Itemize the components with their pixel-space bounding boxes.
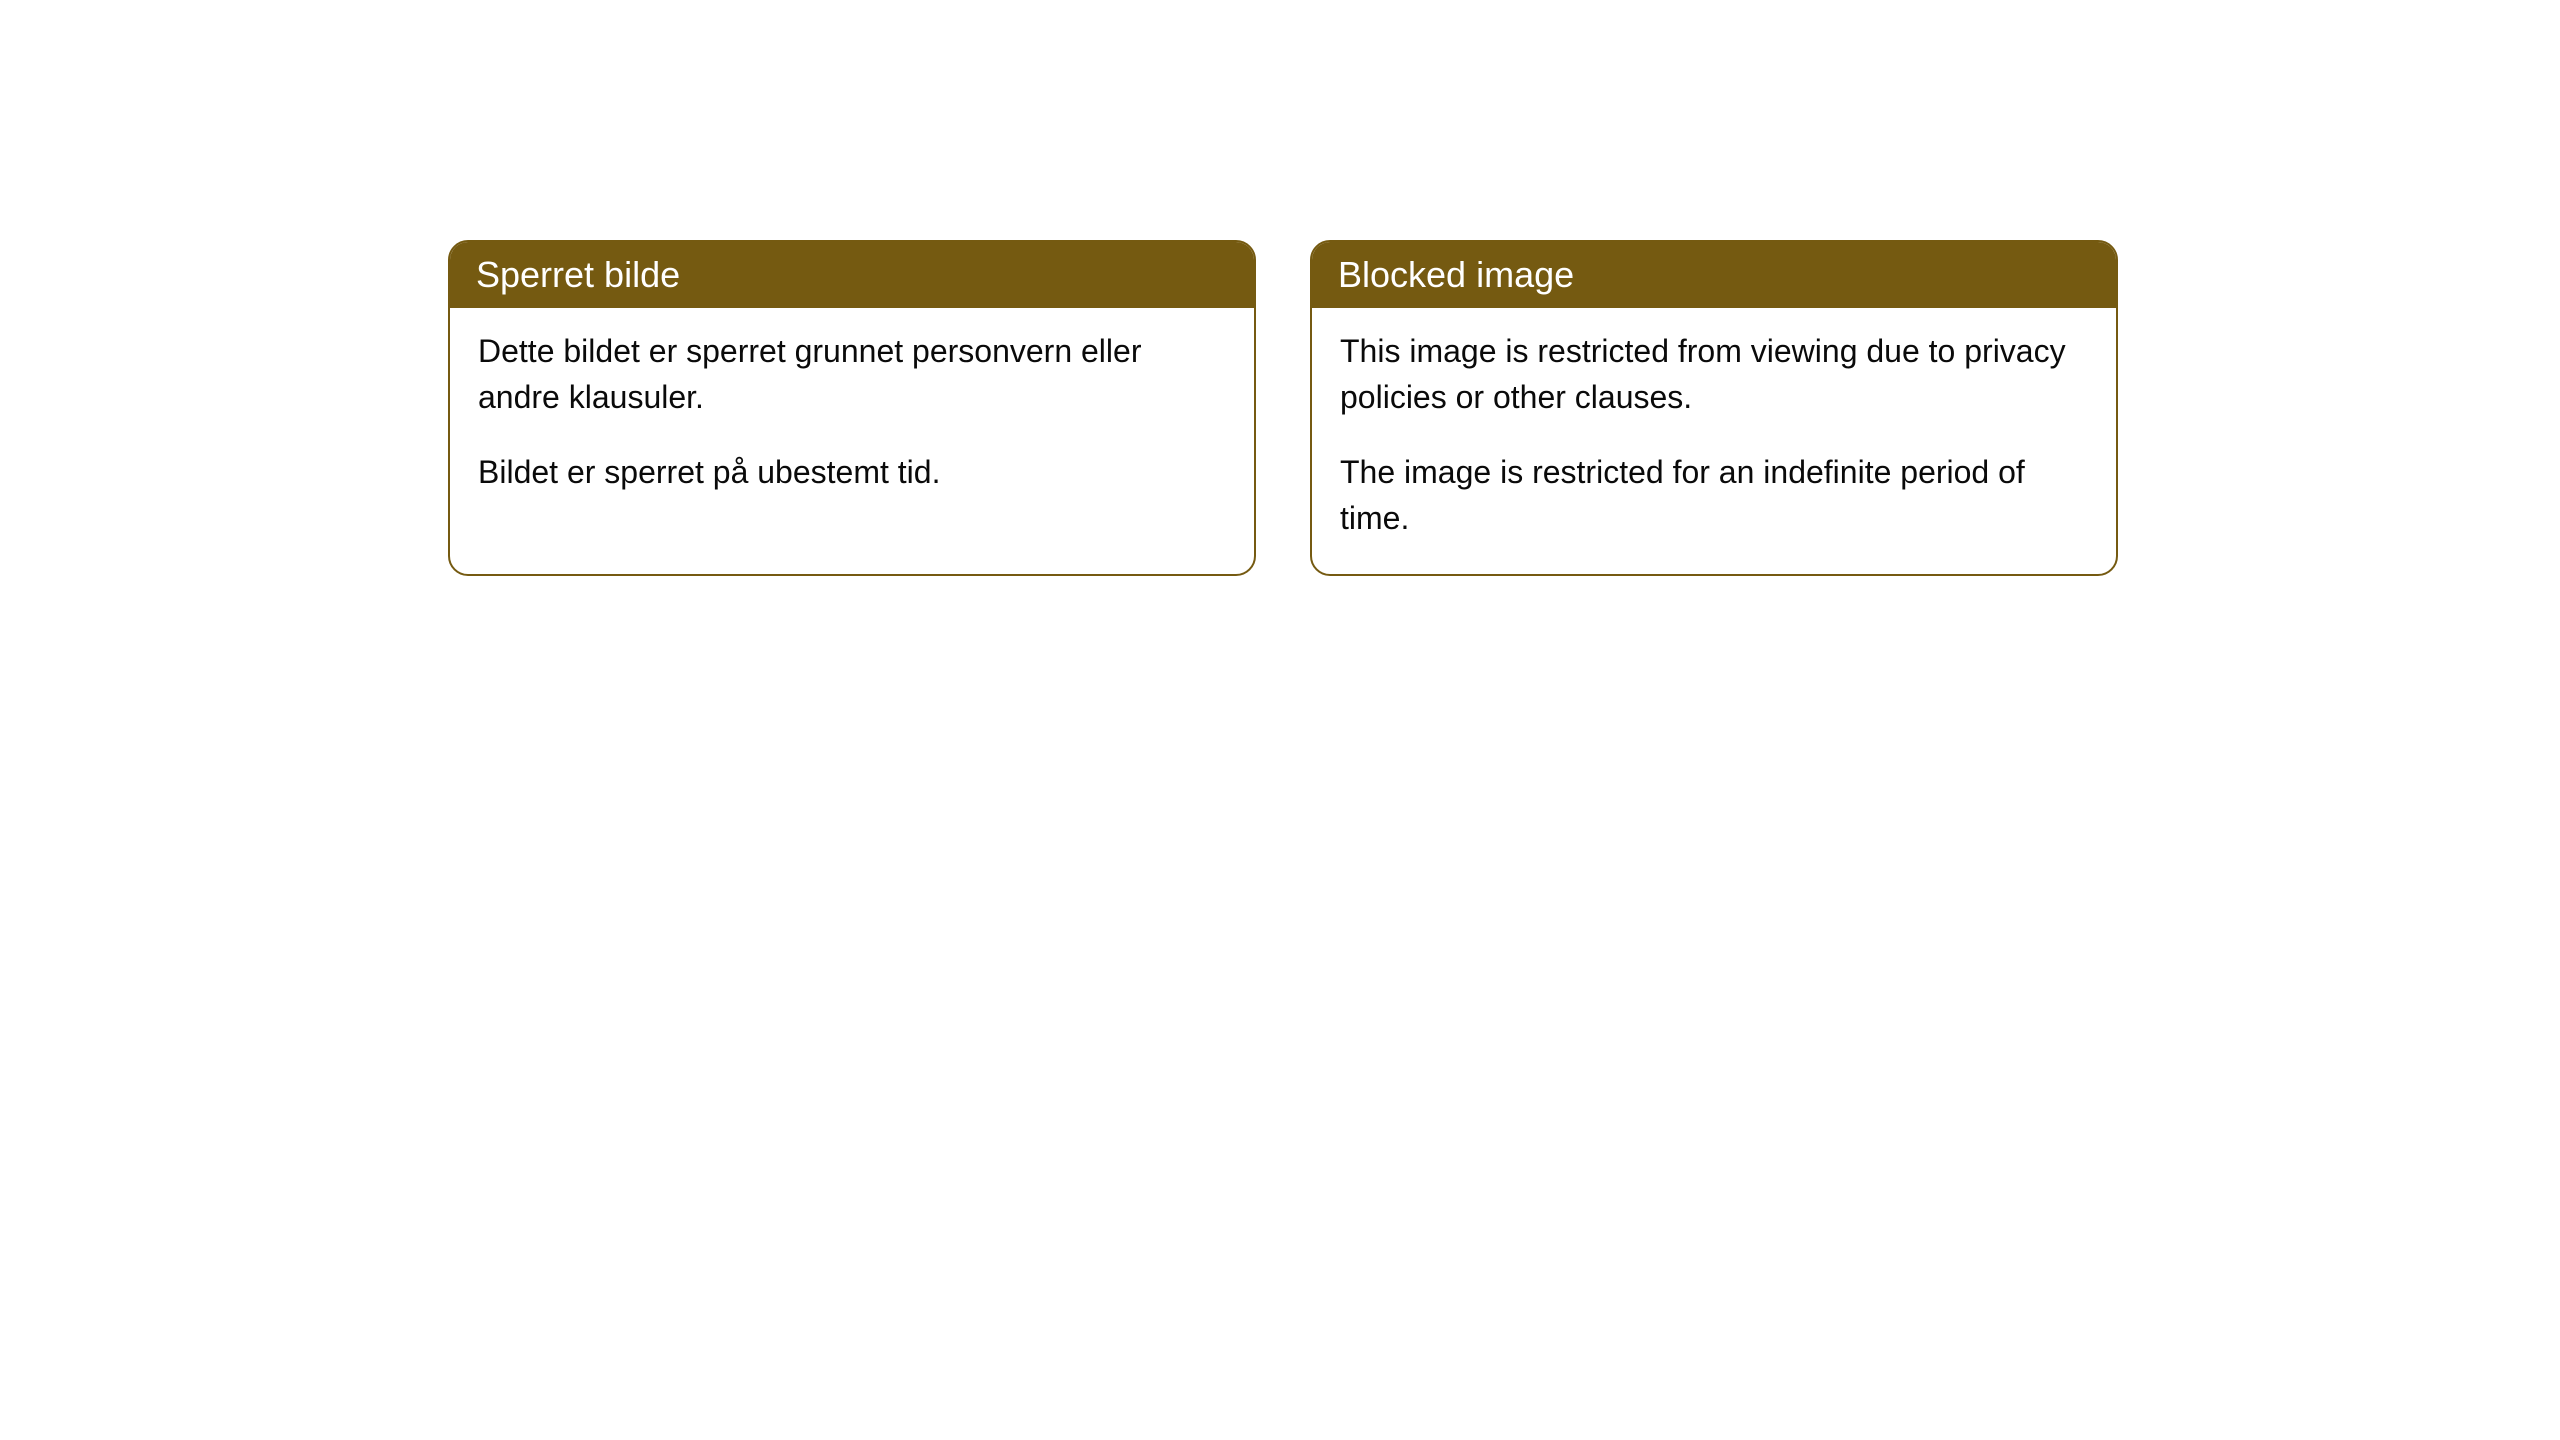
notice-body: This image is restricted from viewing du… — [1312, 308, 2116, 574]
notice-paragraph: The image is restricted for an indefinit… — [1340, 449, 2088, 542]
notice-header: Blocked image — [1312, 242, 2116, 308]
notice-card-norwegian: Sperret bilde Dette bildet er sperret gr… — [448, 240, 1256, 576]
notice-body: Dette bildet er sperret grunnet personve… — [450, 308, 1254, 527]
notice-card-english: Blocked image This image is restricted f… — [1310, 240, 2118, 576]
notice-header: Sperret bilde — [450, 242, 1254, 308]
notice-paragraph: Dette bildet er sperret grunnet personve… — [478, 328, 1226, 421]
notice-paragraph: Bildet er sperret på ubestemt tid. — [478, 449, 1226, 495]
notice-paragraph: This image is restricted from viewing du… — [1340, 328, 2088, 421]
notice-container: Sperret bilde Dette bildet er sperret gr… — [0, 0, 2560, 576]
